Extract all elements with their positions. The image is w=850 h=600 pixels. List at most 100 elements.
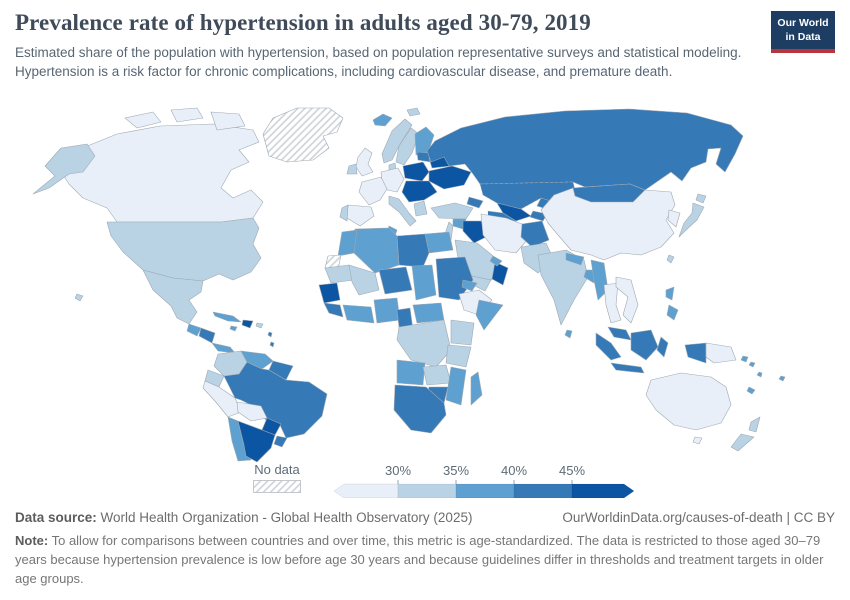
country-malaysia[interactable] [607, 326, 632, 341]
country-japan-hokkaido[interactable] [695, 193, 707, 204]
country-algeria[interactable] [353, 227, 400, 274]
country-balkans[interactable] [401, 180, 438, 203]
country-tanzania[interactable] [445, 344, 472, 368]
country-norway[interactable] [381, 118, 413, 164]
country-indonesia-borneo[interactable] [630, 329, 659, 361]
country-mali[interactable] [348, 264, 380, 296]
country-indonesia-sulawesi[interactable] [656, 336, 669, 358]
country-uzbekistan[interactable] [496, 202, 532, 222]
country-philippines[interactable] [666, 304, 679, 321]
country-sweden[interactable] [395, 127, 420, 166]
country-caucasus[interactable] [466, 196, 484, 209]
country-chad[interactable] [411, 264, 437, 301]
country-venezuela[interactable] [240, 350, 274, 370]
country-uae[interactable] [489, 255, 503, 267]
country-mongolia[interactable] [572, 183, 646, 203]
country-australia[interactable] [645, 372, 732, 431]
owid-logo[interactable]: Our World in Data [771, 11, 835, 54]
country-afghanistan[interactable] [520, 220, 550, 248]
country-canada[interactable] [56, 123, 264, 223]
country-jamaica[interactable] [229, 325, 238, 332]
country-indonesia-west-papua[interactable] [684, 342, 707, 364]
country-kenya-uganda[interactable] [450, 319, 475, 346]
country-ireland[interactable] [346, 163, 358, 175]
country-argentina[interactable] [237, 420, 276, 463]
legend-bin-gt45[interactable] [571, 483, 634, 498]
country-greenland-no-data[interactable] [262, 107, 344, 163]
country-lesser-antilles[interactable] [269, 341, 275, 348]
country-zambia[interactable] [422, 364, 452, 386]
country-oman[interactable] [491, 261, 509, 286]
country-uruguay[interactable] [273, 435, 288, 448]
country-portugal[interactable] [339, 204, 349, 222]
country-papua-new-guinea[interactable] [705, 342, 737, 364]
legend-no-data[interactable]: No data [244, 462, 310, 498]
legend-bin-lt30[interactable] [334, 483, 399, 498]
country-svalbard[interactable] [406, 107, 421, 117]
country-mozambique[interactable] [445, 366, 467, 406]
country-vanuatu[interactable] [756, 371, 763, 378]
country-senegal-guinea[interactable] [318, 282, 341, 304]
country-taiwan[interactable] [666, 254, 675, 264]
country-mexico[interactable] [142, 269, 204, 325]
country-alaska[interactable] [32, 143, 96, 195]
country-guatemala[interactable] [186, 323, 202, 337]
country-poland[interactable] [402, 161, 430, 182]
country-hispaniola[interactable] [241, 319, 254, 329]
country-solomon-islands[interactable] [740, 355, 749, 363]
country-drc[interactable] [396, 319, 452, 368]
country-cuba[interactable] [212, 311, 242, 323]
country-turkey[interactable] [430, 202, 474, 220]
country-eritrea[interactable] [461, 279, 478, 292]
country-uk[interactable] [355, 147, 374, 177]
country-iran[interactable] [480, 213, 528, 254]
country-france[interactable] [358, 176, 388, 206]
country-new-caledonia[interactable] [746, 386, 756, 395]
country-indochina[interactable] [615, 276, 639, 324]
legend-bin-40-45[interactable] [513, 483, 573, 498]
country-new-zealand[interactable] [730, 433, 755, 452]
country-tasmania[interactable] [692, 436, 703, 445]
country-nepal[interactable] [565, 252, 585, 266]
country-sierra-leone-liberia[interactable] [323, 302, 344, 318]
country-arctic-islands[interactable] [170, 107, 204, 123]
country-usa[interactable] [106, 217, 262, 282]
country-puerto-rico[interactable] [255, 322, 264, 329]
country-morocco[interactable] [337, 229, 358, 257]
country-lesser-antilles[interactable] [267, 331, 273, 338]
country-new-zealand[interactable] [748, 416, 761, 433]
country-italy[interactable] [388, 195, 417, 227]
country-egypt[interactable] [424, 231, 454, 254]
country-arctic-islands[interactable] [210, 111, 246, 131]
country-central-african-republic[interactable] [412, 302, 445, 324]
country-ukraine[interactable] [428, 165, 472, 190]
country-madagascar[interactable] [470, 371, 483, 406]
country-myanmar[interactable] [590, 259, 609, 301]
country-philippines[interactable] [665, 286, 675, 301]
country-spain[interactable] [346, 204, 375, 227]
country-nigeria[interactable] [373, 297, 401, 324]
country-indonesia-java[interactable] [610, 362, 645, 374]
country-fiji[interactable] [778, 375, 786, 382]
country-libya[interactable] [396, 233, 430, 268]
country-iraq[interactable] [462, 220, 489, 244]
country-indonesia-sumatra[interactable] [595, 332, 622, 361]
country-russia[interactable] [426, 108, 744, 191]
country-nicaragua[interactable] [198, 327, 216, 344]
country-guyanas[interactable] [268, 360, 294, 381]
country-japan[interactable] [678, 202, 705, 238]
country-angola[interactable] [396, 359, 426, 386]
country-somalia[interactable] [475, 299, 504, 331]
country-ghana-ivory-coast[interactable] [342, 304, 375, 324]
country-solomon-islands[interactable] [748, 361, 756, 368]
legend-bin-30-35[interactable] [397, 483, 457, 498]
country-korea[interactable] [667, 209, 681, 228]
legend-bin-35-40[interactable] [455, 483, 515, 498]
country-panama[interactable] [211, 342, 236, 354]
country-niger[interactable] [378, 266, 413, 295]
country-hawaii[interactable] [74, 293, 84, 302]
country-india[interactable] [537, 249, 589, 326]
country-bolivia[interactable] [236, 401, 268, 422]
owid-citation-link[interactable]: OurWorldinData.org/causes-of-death | CC … [562, 510, 835, 525]
legend-colorbar-svg[interactable] [334, 480, 634, 498]
